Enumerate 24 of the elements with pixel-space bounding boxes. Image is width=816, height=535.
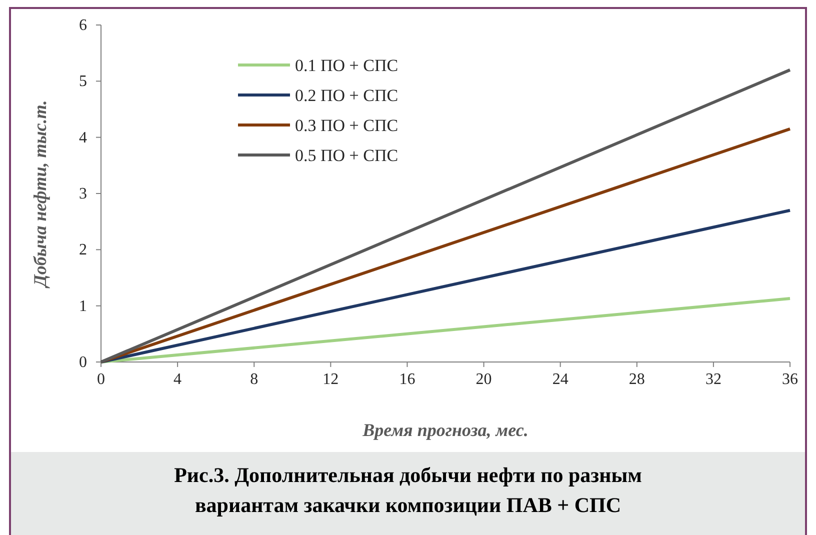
x-tick-label: 4 [174,371,182,388]
y-axis-title: Добыча нефти, тыс.т. [30,100,50,289]
y-tick-label: 0 [79,354,87,371]
x-tick-label: 16 [399,371,416,388]
x-tick-label: 0 [97,371,105,388]
legend-label: 0.1 ПО + СПС [295,56,398,75]
legend-label: 0.3 ПО + СПС [295,116,398,135]
x-tick-label: 28 [628,371,645,388]
x-tick-label: 24 [552,371,568,388]
x-tick-label: 36 [782,371,798,388]
text: Рис.3. Дополнительная добычи нефти по разным вариантам закачки композиции ПАВ + СПС [174,463,642,517]
y-tick-label: 3 [79,186,87,202]
x-tick-label: 32 [705,371,722,388]
legend-label: 0.5 ПО + СПС [295,146,398,165]
x-tick-label: 8 [250,371,258,388]
y-tick-label: 6 [79,17,87,34]
y-tick-label: 2 [79,242,87,259]
y-tick-label: 5 [79,73,87,90]
x-tick-label: 20 [476,371,492,388]
x-axis-title: Время прогноза, мес. [362,420,528,440]
x-tick-label: 12 [322,371,339,388]
y-tick-label: 1 [79,298,87,315]
y-tick-label: 4 [79,129,87,146]
legend-label: 0.2 ПО + СПС [295,86,398,105]
